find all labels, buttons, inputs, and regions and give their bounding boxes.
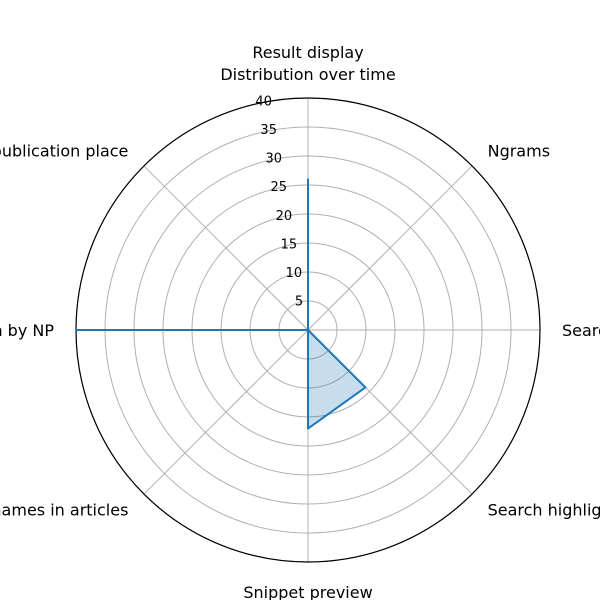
grid-spoke <box>307 165 473 331</box>
category-label: Distribution by publication place <box>0 141 128 160</box>
category-label: Snippet preview <box>243 583 372 600</box>
grid-spoke <box>143 165 309 331</box>
radial-tick-label: 15 <box>281 237 298 252</box>
radial-tick-label: 20 <box>276 209 293 224</box>
grid-spoke <box>143 329 309 495</box>
radial-tick-label: 10 <box>286 266 303 281</box>
category-label: Distribution over time <box>220 65 395 84</box>
chart-title: Result display <box>252 43 363 62</box>
category-label: Distribution by place names in articles <box>0 501 128 520</box>
category-label: Ngrams <box>488 141 550 160</box>
radial-tick-labels: 5 10 15 20 25 30 35 40 <box>255 95 303 310</box>
series-group <box>75 178 367 430</box>
radial-tick-label: 35 <box>260 123 277 138</box>
category-label: Search highlight <box>562 321 600 340</box>
radial-tick-label: 30 <box>266 152 283 167</box>
series-line <box>75 178 367 430</box>
series-area <box>76 179 366 429</box>
category-label: Search highlight in facsimile <box>488 501 600 520</box>
category-label: Distribution by NP <box>0 321 54 340</box>
radial-tick-label: 25 <box>271 180 288 195</box>
radial-tick-label: 5 <box>295 294 303 309</box>
radial-tick-label: 40 <box>255 95 272 110</box>
category-labels: Distribution over time Ngrams Search highl… <box>0 65 600 600</box>
